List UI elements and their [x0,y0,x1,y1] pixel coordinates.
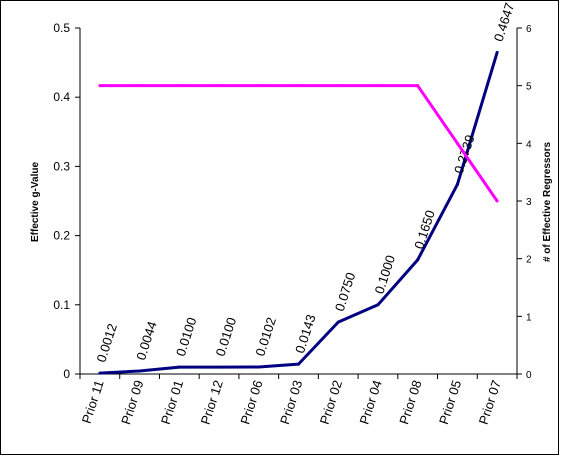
y-axis-title: Effective g-Value [30,162,41,242]
y2-tick-label: 6 [526,24,532,35]
regressors-point [495,199,499,203]
data-label: 0.0102 [252,315,279,357]
y2-tick-label: 4 [526,139,532,150]
data-label: 0.0044 [133,319,160,361]
regressors-point [416,84,420,88]
regressors-point [257,84,261,88]
g-value-point [455,182,459,186]
y2-tick-label: 5 [526,82,532,93]
regressors-point [177,84,181,88]
y-tick-label: 0.2 [53,229,70,243]
regressors-point [98,84,102,88]
regressors-point [336,84,340,88]
x-category-label: Prior 01 [158,378,186,426]
y2-tick-label: 1 [526,312,532,323]
x-category-label: Prior 06 [237,378,265,426]
y-tick-label: 0 [63,367,70,381]
y2-tick-label: 0 [526,370,532,381]
data-label: 0.0100 [173,316,200,358]
x-category-label: Prior 12 [198,378,226,426]
y-tick-label: 0.1 [53,298,70,312]
y-tick-label: 0.5 [53,21,70,35]
x-category-label: Prior 02 [317,378,345,426]
x-category-label: Prior 03 [277,378,305,426]
g-value-point [98,371,102,375]
x-category-label: Prior 04 [356,378,384,426]
regressors-point [455,141,459,145]
g-value-point [416,258,420,262]
g-value-point [217,365,221,369]
g-value-point [495,50,499,54]
g-value-point [336,320,340,324]
y2-tick-label: 3 [526,197,532,208]
g-value-point [257,365,261,369]
data-label: 0.0750 [332,271,359,313]
g-value-point [376,303,380,307]
plot-area: 0 0.1 0.2 0.3 0.4 0.5 0 1 2 3 4 5 6 Prior 11 Prior 09 P… [53,1,532,426]
y2-tick-label: 2 [526,255,532,266]
y-tick-label: 0.3 [53,159,70,173]
data-label: 0.0100 [213,316,240,358]
g-value-point [138,369,142,373]
data-label: 0.1000 [372,253,399,295]
regressors-point [297,84,300,88]
regressors-point [376,84,380,88]
x-category-label: Prior 05 [436,378,464,426]
y2-axis-title: # of Effective Regressors [542,142,553,262]
data-label: 0.0012 [93,322,120,364]
g-value-point [297,362,300,366]
g-value-point [177,365,181,369]
regressors-point [138,84,142,88]
x-category-label: Prior 09 [118,378,146,426]
y-tick-label: 0.4 [53,90,70,104]
regressors-point [217,84,221,88]
x-category-label: Prior 11 [79,378,107,425]
x-category-label: Prior 07 [476,378,504,426]
x-category-label: Prior 08 [396,378,424,426]
data-label: 0.4647 [491,1,518,43]
series-regressors-line [99,84,499,202]
series-g-value-line [99,51,499,375]
